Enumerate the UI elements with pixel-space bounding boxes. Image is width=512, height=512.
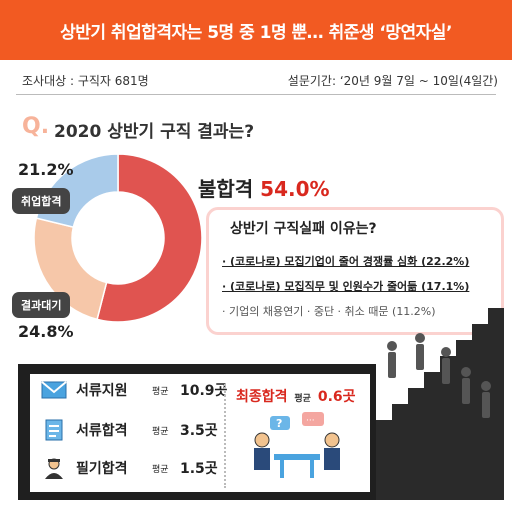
question-title: 2020 상반기 구직 결과는? [54, 122, 255, 142]
hired-percent: 21.2% [18, 160, 74, 179]
waiting-tag: 결과대기 [12, 292, 71, 318]
donut-slice-불합격 [96, 153, 203, 323]
question-mark: Q. [22, 114, 50, 139]
stats-row-apply: 서류지원 평균 10.9곳 [40, 378, 227, 402]
stats-row-doc-pass: 서류합격 평균 3.5곳 [40, 418, 218, 442]
stats-sub: 평균 [152, 386, 169, 397]
stats-sub: 평균 [152, 426, 169, 437]
reason-item: · 기업의 채용연기 · 중단 · 취소 때문 (11.2%) [222, 305, 436, 318]
divider-line [16, 94, 496, 95]
fail-headline: 불합격 54.0% [198, 173, 330, 202]
fail-percent: 54.0% [260, 177, 330, 201]
svg-text:···: ··· [306, 416, 315, 426]
stats-value: 10.9곳 [180, 383, 228, 399]
stats-label: 서류지원 [76, 383, 128, 399]
final-label: 최종합격 [236, 389, 288, 405]
reasons-box [206, 207, 504, 335]
person-icon [45, 458, 63, 479]
stats-value: 1.5곳 [180, 461, 218, 477]
waiting-percent: 24.8% [18, 322, 74, 341]
banner: 상반기 취업합격자는 5명 중 1명 뿐… 취준생 ‘망연자실’ [0, 0, 512, 60]
stats-row-written-pass: 필기합격 평균 1.5곳 [40, 456, 218, 480]
envelope-icon [41, 381, 67, 399]
stats-sub: 평균 [152, 464, 169, 475]
reason-item: · (코로나로) 모집직무 및 인원수가 줄어듦 (17.1%) [222, 280, 470, 293]
final-value: 0.6곳 [317, 389, 356, 405]
reasons-title: 상반기 구직실패 이유는? [230, 221, 377, 237]
stats-value: 3.5곳 [180, 423, 218, 439]
interview-icon: ? ··· [254, 412, 340, 478]
hired-tag: 취업합격 [12, 188, 71, 214]
svg-text:?: ? [276, 417, 282, 430]
stats-divider [224, 384, 226, 488]
stats-label: 서류합격 [76, 423, 128, 439]
banner-title: 상반기 취업합격자는 5명 중 1명 뿐… 취준생 ‘망연자실’ [60, 22, 452, 43]
fail-label: 불합격 [198, 177, 254, 201]
walking-people-icon [387, 333, 491, 418]
survey-target: 조사대상 : 구직자 681명 [22, 74, 149, 88]
stats-label: 필기합격 [76, 461, 128, 477]
final-sub: 평균 [294, 394, 311, 404]
staircase-steps [376, 308, 504, 500]
final-pass: 최종합격 평균 0.6곳 [236, 386, 356, 406]
survey-period: 설문기간: ‘20년 9월 7일 ~ 10일(4일간) [287, 74, 498, 88]
reason-item: · (코로나로) 모집기업이 줄어 경쟁률 심화 (22.2%) [222, 255, 470, 268]
clipboard-icon [45, 419, 63, 441]
